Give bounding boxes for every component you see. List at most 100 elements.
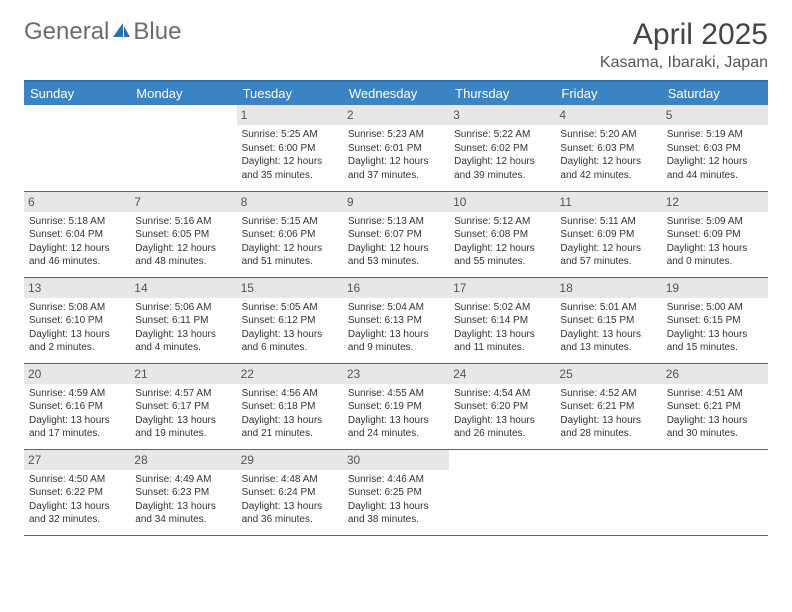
day-number: 12 (662, 192, 768, 212)
calendar-day-cell: 22 Sunrise: 4:56 AMSunset: 6:18 PMDayligh… (237, 363, 343, 449)
day-details: Sunrise: 4:48 AMSunset: 6:24 PMDaylight:… (242, 473, 338, 527)
calendar-day-cell: 19 Sunrise: 5:00 AMSunset: 6:15 PMDayligh… (662, 277, 768, 363)
location-subtitle: Kasama, Ibaraki, Japan (600, 54, 768, 72)
day-details: Sunrise: 5:06 AMSunset: 6:11 PMDaylight:… (135, 301, 231, 355)
day-number: 11 (555, 192, 661, 212)
day-number: 20 (24, 364, 130, 384)
day-details: Sunrise: 4:57 AMSunset: 6:17 PMDaylight:… (135, 387, 231, 441)
calendar-day-cell: 14Sunrise: 5:06 AMSunset: 6:11 PMDayligh… (130, 277, 236, 363)
calendar-day-cell: 1Sunrise: 5:25 AMSunset: 6:00 PMDaylight… (237, 105, 343, 191)
day-details: Sunrise: 5:04 AMSunset: 6:13 PMDaylight:… (348, 301, 444, 355)
day-number: 6 (24, 192, 130, 212)
day-number: 9 (343, 192, 449, 212)
logo-text-2: Blue (133, 18, 181, 46)
calendar-day-cell: 8 Sunrise: 5:15 AMSunset: 6:06 PMDaylight… (237, 191, 343, 277)
calendar-day-cell: 10 Sunrise: 5:12 AMSunset: 6:08 PMDayligh… (449, 191, 555, 277)
day-details: Sunrise: 5:23 AMSunset: 6:01 PMDaylight:… (348, 128, 444, 182)
day-number: 17 (449, 278, 555, 298)
logo: General Blue (24, 18, 181, 46)
day-number: 5 (662, 105, 768, 125)
day-number: 19 (662, 278, 768, 298)
sail-icon (111, 18, 131, 46)
weekday-header: Friday (555, 81, 661, 105)
calendar-day-cell: 13 Sunrise: 5:08 AMSunset: 6:10 PMDayligh… (24, 277, 130, 363)
day-details: Sunrise: 5:18 AMSunset: 6:04 PMDaylight:… (29, 215, 125, 269)
day-number: 16 (343, 278, 449, 298)
day-number: 26 (662, 364, 768, 384)
weekday-header: Sunday (24, 81, 130, 105)
weekday-header: Saturday (662, 81, 768, 105)
day-number: 29 (237, 450, 343, 470)
day-number: 7 (130, 192, 236, 212)
calendar-day-cell: 20 Sunrise: 4:59 AMSunset: 6:16 PMDayligh… (24, 363, 130, 449)
day-number: 24 (449, 364, 555, 384)
calendar-day-cell: 2 Sunrise: 5:23 AMSunset: 6:01 PMDaylight… (343, 105, 449, 191)
day-details: Sunrise: 5:05 AMSunset: 6:12 PMDaylight:… (242, 301, 338, 355)
day-number: 10 (449, 192, 555, 212)
calendar-header-row: SundayMondayTuesdayWednesdayThursdayFrid… (24, 81, 768, 105)
day-number: 21 (130, 364, 236, 384)
weekday-header: Thursday (449, 81, 555, 105)
day-number: 28 (130, 450, 236, 470)
day-number: 8 (237, 192, 343, 212)
day-details: Sunrise: 5:00 AMSunset: 6:15 PMDaylight:… (667, 301, 763, 355)
calendar-day-cell: . (130, 105, 236, 191)
calendar-day-cell: 29 Sunrise: 4:48 AMSunset: 6:24 PMDayligh… (237, 449, 343, 535)
calendar-day-cell: 28 Sunrise: 4:49 AMSunset: 6:23 PMDayligh… (130, 449, 236, 535)
day-number: 18 (555, 278, 661, 298)
calendar-day-cell: 16 Sunrise: 5:04 AMSunset: 6:13 PMDayligh… (343, 277, 449, 363)
day-number: 15 (237, 278, 343, 298)
day-details: Sunrise: 5:20 AMSunset: 6:03 PMDaylight:… (560, 128, 656, 182)
day-details: Sunrise: 4:56 AMSunset: 6:18 PMDaylight:… (242, 387, 338, 441)
calendar-day-cell: . (24, 105, 130, 191)
calendar-week-row: 6 Sunrise: 5:18 AMSunset: 6:04 PMDaylight… (24, 191, 768, 277)
calendar-day-cell: 15 Sunrise: 5:05 AMSunset: 6:12 PMDayligh… (237, 277, 343, 363)
logo-text-1: General (24, 18, 109, 46)
day-number: 27 (24, 450, 130, 470)
day-details: Sunrise: 5:01 AMSunset: 6:15 PMDaylight:… (560, 301, 656, 355)
calendar-day-cell: 4Sunrise: 5:20 AMSunset: 6:03 PMDaylight… (555, 105, 661, 191)
day-details: Sunrise: 5:16 AMSunset: 6:05 PMDaylight:… (135, 215, 231, 269)
calendar-day-cell: . (449, 449, 555, 535)
calendar-day-cell: 30Sunrise: 4:46 AMSunset: 6:25 PMDayligh… (343, 449, 449, 535)
day-number: 2 (343, 105, 449, 125)
day-details: Sunrise: 4:49 AMSunset: 6:23 PMDaylight:… (135, 473, 231, 527)
day-number: 1 (237, 105, 343, 125)
day-details: Sunrise: 4:55 AMSunset: 6:19 PMDaylight:… (348, 387, 444, 441)
calendar-day-cell: 18 Sunrise: 5:01 AMSunset: 6:15 PMDayligh… (555, 277, 661, 363)
day-number: 23 (343, 364, 449, 384)
day-number: 30 (343, 450, 449, 470)
calendar-week-row: 13 Sunrise: 5:08 AMSunset: 6:10 PMDayligh… (24, 277, 768, 363)
day-number: 22 (237, 364, 343, 384)
calendar-day-cell: 26Sunrise: 4:51 AMSunset: 6:21 PMDayligh… (662, 363, 768, 449)
calendar-week-row: 27Sunrise: 4:50 AMSunset: 6:22 PMDayligh… (24, 449, 768, 535)
calendar-day-cell: 17Sunrise: 5:02 AMSunset: 6:14 PMDayligh… (449, 277, 555, 363)
calendar-day-cell: 25 Sunrise: 4:52 AMSunset: 6:21 PMDayligh… (555, 363, 661, 449)
day-number: 13 (24, 278, 130, 298)
weekday-header: Tuesday (237, 81, 343, 105)
day-details: Sunrise: 4:52 AMSunset: 6:21 PMDaylight:… (560, 387, 656, 441)
calendar-day-cell: 9Sunrise: 5:13 AMSunset: 6:07 PMDaylight… (343, 191, 449, 277)
page-title: April 2025 (600, 18, 768, 52)
day-details: Sunrise: 5:09 AMSunset: 6:09 PMDaylight:… (667, 215, 763, 269)
weekday-header: Wednesday (343, 81, 449, 105)
calendar-day-cell: . (555, 449, 661, 535)
calendar-day-cell: 6 Sunrise: 5:18 AMSunset: 6:04 PMDaylight… (24, 191, 130, 277)
weekday-header: Monday (130, 81, 236, 105)
day-details: Sunrise: 5:08 AMSunset: 6:10 PMDaylight:… (29, 301, 125, 355)
day-number: 3 (449, 105, 555, 125)
day-details: Sunrise: 4:59 AMSunset: 6:16 PMDaylight:… (29, 387, 125, 441)
day-details: Sunrise: 5:11 AMSunset: 6:09 PMDaylight:… (560, 215, 656, 269)
calendar-day-cell: . (662, 449, 768, 535)
calendar-day-cell: 23 Sunrise: 4:55 AMSunset: 6:19 PMDayligh… (343, 363, 449, 449)
title-block: April 2025 Kasama, Ibaraki, Japan (600, 18, 768, 72)
day-details: Sunrise: 5:15 AMSunset: 6:06 PMDaylight:… (242, 215, 338, 269)
calendar-day-cell: 12 Sunrise: 5:09 AMSunset: 6:09 PMDayligh… (662, 191, 768, 277)
calendar-day-cell: 5Sunrise: 5:19 AMSunset: 6:03 PMDaylight… (662, 105, 768, 191)
calendar-body: ..1Sunrise: 5:25 AMSunset: 6:00 PMDaylig… (24, 105, 768, 535)
day-details: Sunrise: 5:22 AMSunset: 6:02 PMDaylight:… (454, 128, 550, 182)
calendar-day-cell: 3 Sunrise: 5:22 AMSunset: 6:02 PMDaylight… (449, 105, 555, 191)
day-details: Sunrise: 4:54 AMSunset: 6:20 PMDaylight:… (454, 387, 550, 441)
day-number: 25 (555, 364, 661, 384)
day-details: Sunrise: 5:12 AMSunset: 6:08 PMDaylight:… (454, 215, 550, 269)
